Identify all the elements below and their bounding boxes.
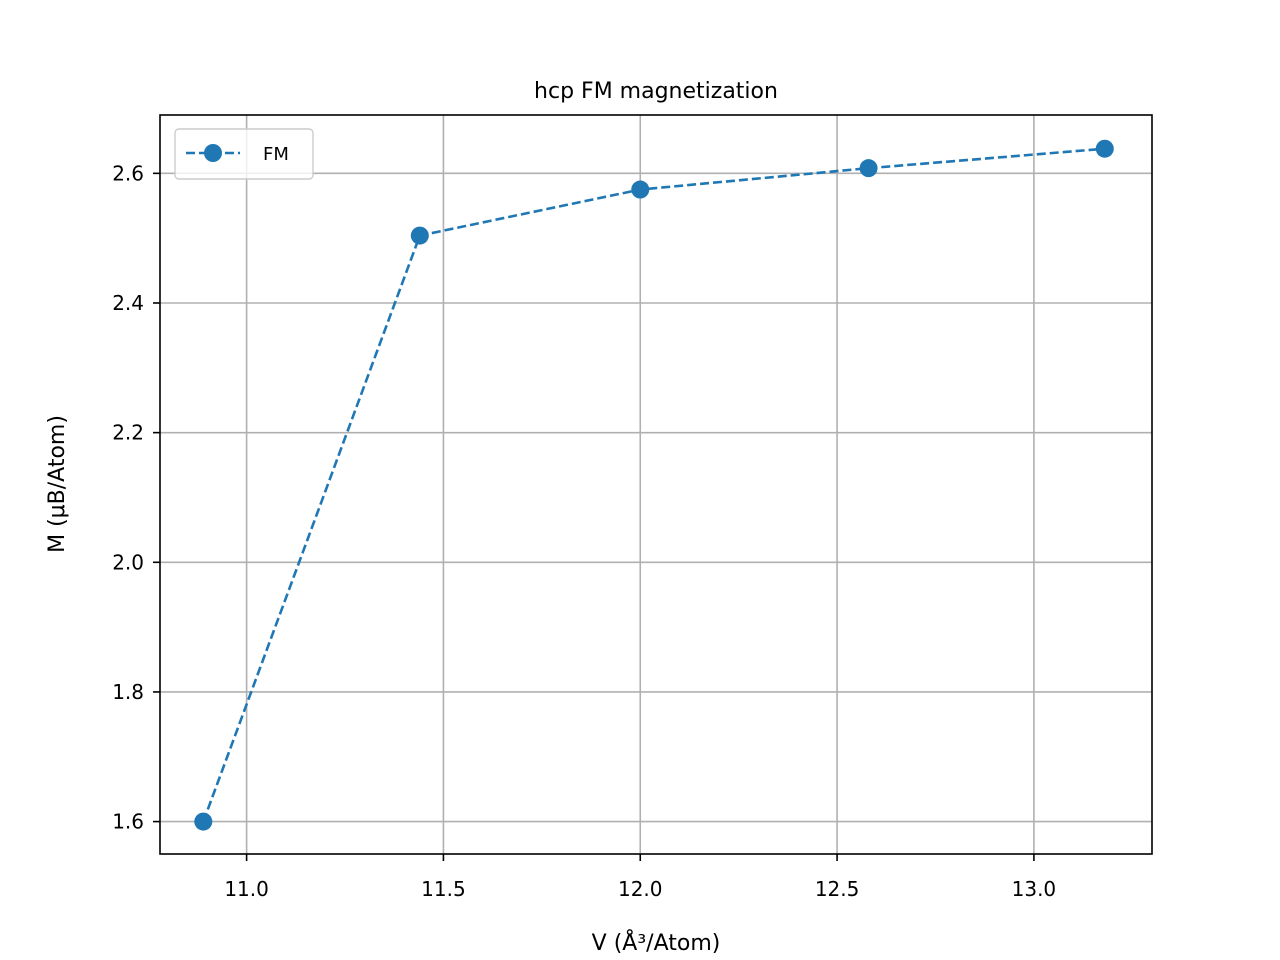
y-tick-label: 2.0 [112,550,144,574]
x-axis-label: V (Å³/Atom) [592,929,721,956]
data-point [859,159,878,178]
legend-marker-sample [204,144,222,162]
data-point [194,812,213,831]
y-tick-label: 2.4 [112,291,144,315]
x-axis: 11.0 11.5 12.0 12.5 13.0 [224,854,1056,901]
y-axis-label: M (μB/Atom) [45,415,70,553]
x-tick-label: 12.0 [618,877,663,901]
legend-label: FM [263,144,289,165]
data-point [631,180,650,199]
legend: FM [174,128,314,180]
data-point [1095,139,1114,158]
x-tick-label: 11.0 [224,877,269,901]
legend-box [174,128,314,180]
data-series [194,139,1114,831]
y-tick-label: 1.6 [112,810,144,834]
data-point [410,226,429,245]
grid-lines [160,115,1152,854]
y-axis: 1.6 1.8 2.0 2.2 2.4 2.6 [112,161,160,834]
y-tick-label: 2.6 [112,161,144,185]
y-tick-label: 1.8 [112,680,144,704]
chart-title: hcp FM magnetization [534,79,778,104]
plot-frame [159,114,1153,855]
x-tick-label: 13.0 [1012,877,1057,901]
x-tick-label: 12.5 [815,877,860,901]
y-tick-label: 2.2 [112,421,144,445]
x-tick-label: 11.5 [421,877,466,901]
series-line [202,147,1105,823]
